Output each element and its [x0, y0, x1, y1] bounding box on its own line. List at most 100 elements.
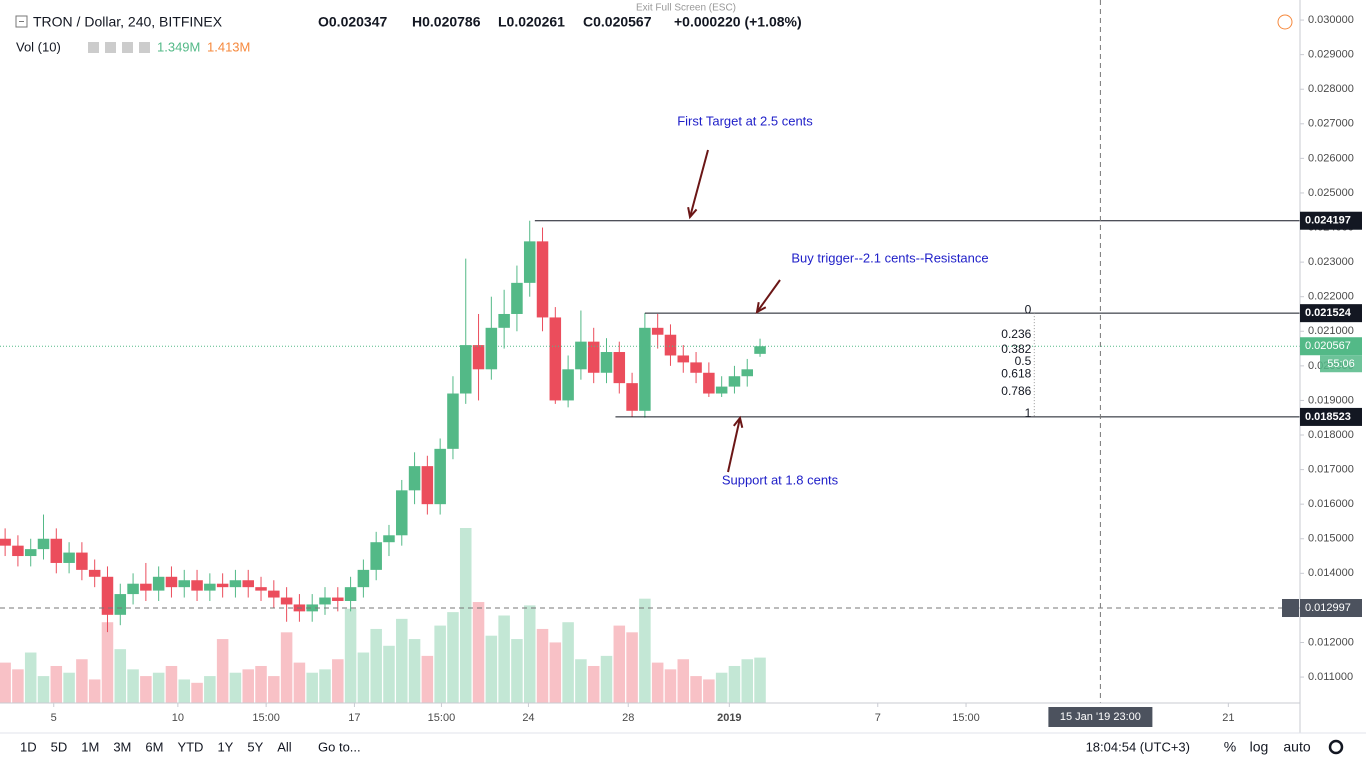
- candle-body: [511, 282, 523, 314]
- x-tick-label: 15:00: [252, 712, 280, 724]
- annotation-arrow: [727, 417, 741, 473]
- volume-bar: [88, 679, 101, 703]
- crosshair-time-box: [1048, 707, 1153, 727]
- candle-body: [165, 576, 178, 588]
- candle-body: [12, 545, 24, 557]
- eye-icon[interactable]: [88, 42, 99, 53]
- crosshair-price-box: [1300, 599, 1362, 618]
- interval-button[interactable]: 6M: [145, 739, 163, 754]
- level-price-label: 0.024197: [1305, 215, 1351, 227]
- interval-button[interactable]: 3M: [113, 739, 131, 754]
- y-tick-label: 0.014000: [1308, 567, 1354, 579]
- volume-bar: [12, 669, 24, 703]
- y-tick-label: 0.015000: [1308, 533, 1354, 545]
- level-price-label: 0.021524: [1305, 307, 1352, 319]
- crosshair-price-label: 0.012997: [1305, 602, 1351, 614]
- volume-bar: [575, 659, 587, 703]
- y-tick-label: 0.017000: [1308, 463, 1354, 475]
- candle-body: [357, 569, 370, 588]
- candle-body: [639, 327, 651, 411]
- auto-toggle[interactable]: auto: [1283, 739, 1310, 755]
- candle-body: [600, 352, 613, 373]
- ohlc-low: L0.020261: [498, 14, 565, 30]
- volume-bar: [293, 662, 306, 703]
- volume-bar: [485, 635, 498, 703]
- arrow-head: [733, 415, 744, 428]
- y-tick-label: 0.030000: [1308, 14, 1354, 26]
- symbol[interactable]: TRON / Dollar, 240, BITFINEX: [33, 14, 223, 30]
- candle-body: [459, 345, 472, 394]
- close-icon[interactable]: [139, 42, 150, 53]
- candle-body: [485, 327, 498, 370]
- volume-bar: [741, 659, 754, 703]
- settings-icon[interactable]: [105, 42, 116, 53]
- x-tick-label: 21: [1222, 712, 1234, 724]
- volume-bar: [459, 528, 472, 703]
- volume-bar: [421, 655, 434, 703]
- volume-bar: [280, 632, 293, 703]
- price-markers: 15 Jan '19 23:00 0.012997 0.024197 0.021524…: [1048, 211, 1362, 727]
- x-tick-label: 15:00: [952, 712, 980, 724]
- volume-bar: [306, 672, 318, 703]
- candle-body: [204, 583, 216, 591]
- volume-bar: [101, 622, 114, 703]
- interval-button[interactable]: 1D: [20, 739, 37, 754]
- volume-bar: [651, 662, 664, 703]
- volume-bar: [332, 659, 344, 703]
- candle-body: [24, 549, 37, 557]
- annotation-arrow: [689, 149, 709, 218]
- candle-body: [319, 597, 331, 605]
- interval-button[interactable]: YTD: [177, 739, 203, 754]
- candle-body: [741, 369, 754, 377]
- exit-fullscreen[interactable]: Exit Full Screen (ESC): [636, 3, 736, 14]
- goto-button[interactable]: Go to...: [318, 739, 361, 754]
- candle-body: [754, 346, 766, 354]
- volume-bar: [127, 669, 139, 703]
- volume-bar: [715, 672, 728, 703]
- volume-bar: [690, 676, 702, 703]
- volume-bar: [357, 652, 370, 703]
- x-tick-label: 2019: [717, 712, 741, 724]
- volume-value: 1.349M: [157, 39, 200, 54]
- x-tick-label: 10: [172, 712, 184, 724]
- candle-body: [549, 317, 562, 401]
- candle-body: [268, 590, 280, 598]
- volume-bar: [229, 672, 242, 703]
- volume-bar: [50, 665, 63, 703]
- collapse-icon[interactable]: [15, 15, 28, 28]
- candle-body: [140, 583, 152, 591]
- alert-icon[interactable]: [1277, 14, 1293, 30]
- volume-bar: [152, 672, 165, 703]
- log-toggle[interactable]: log: [1250, 739, 1269, 755]
- x-tick-label: 7: [875, 712, 881, 724]
- volume-bar: [37, 676, 50, 703]
- ohlc-open: O0.020347: [318, 14, 387, 30]
- candles: [0, 220, 766, 633]
- settings-gear[interactable]: [1328, 739, 1344, 755]
- volume-bar: [498, 615, 510, 703]
- fib-label: 0.236: [1001, 327, 1031, 341]
- crosshair-plus[interactable]: [1282, 599, 1299, 618]
- volume-indicator[interactable]: Vol (10): [16, 39, 61, 54]
- candle-body: [152, 576, 165, 591]
- y-tick-label: 0.026000: [1308, 152, 1354, 164]
- candle-body: [664, 334, 677, 356]
- interval-button[interactable]: 5D: [51, 739, 68, 754]
- y-tick-label: 0.018000: [1308, 429, 1354, 441]
- percent-toggle[interactable]: %: [1224, 739, 1236, 755]
- candle-body: [242, 580, 254, 588]
- volume-bar: [562, 622, 574, 703]
- volume-bar: [703, 679, 715, 703]
- more-icon[interactable]: [122, 42, 133, 53]
- interval-button[interactable]: 5Y: [247, 739, 263, 754]
- level-price-label: 0.018523: [1305, 411, 1351, 423]
- clock: 18:04:54 (UTC+3): [1086, 739, 1190, 754]
- interval-button[interactable]: 1M: [81, 739, 99, 754]
- bottom-toolbar: Go to... 18:04:54 (UTC+3) % log auto 1D 5…: [20, 739, 1344, 755]
- volume-bar: [447, 612, 459, 703]
- interval-button[interactable]: All: [277, 739, 292, 754]
- interval-button[interactable]: 1Y: [217, 739, 233, 754]
